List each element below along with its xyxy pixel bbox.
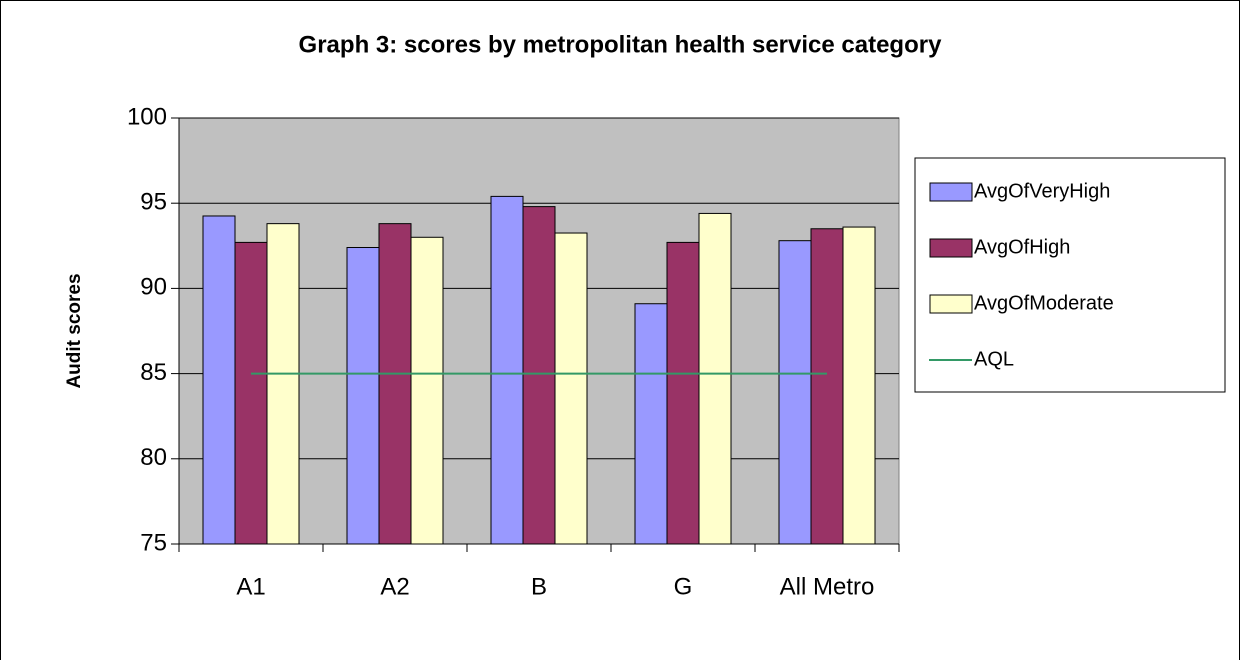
x-tick-label: B — [531, 573, 547, 600]
x-tick-label: All Metro — [780, 573, 875, 600]
y-tick-label: 75 — [140, 529, 167, 556]
bar — [554, 232, 588, 545]
bar — [234, 241, 268, 545]
legend-label: AvgOfVeryHigh — [974, 180, 1110, 202]
bar — [522, 206, 556, 545]
bar — [634, 303, 668, 545]
bar — [698, 212, 732, 545]
bar — [810, 228, 844, 545]
x-tick-label: G — [674, 573, 693, 600]
bar — [202, 215, 236, 545]
legend-swatch — [929, 182, 973, 202]
legend-label: AvgOfModerate — [974, 292, 1114, 314]
legend-label: AQL — [974, 348, 1014, 370]
bar — [666, 241, 700, 545]
bar — [778, 240, 812, 545]
legend-swatch — [929, 294, 973, 314]
bar — [378, 223, 412, 545]
x-tick-label: A1 — [236, 573, 265, 600]
legend-label: AvgOfHigh — [974, 236, 1070, 258]
bar — [266, 223, 300, 545]
y-tick-label: 95 — [140, 189, 167, 216]
chart-title: Graph 3: scores by metropolitan health s… — [299, 31, 943, 58]
y-tick-label: 100 — [127, 103, 167, 130]
bar — [842, 226, 876, 545]
x-tick-label: A2 — [380, 573, 409, 600]
bar — [410, 236, 444, 545]
y-tick-label: 85 — [140, 359, 167, 386]
legend-swatch — [929, 238, 973, 258]
y-tick-label: 80 — [140, 444, 167, 471]
y-tick-label: 90 — [140, 274, 167, 301]
bar — [346, 247, 380, 545]
bar — [490, 195, 524, 545]
y-axis-label: Audit scores — [64, 273, 85, 388]
